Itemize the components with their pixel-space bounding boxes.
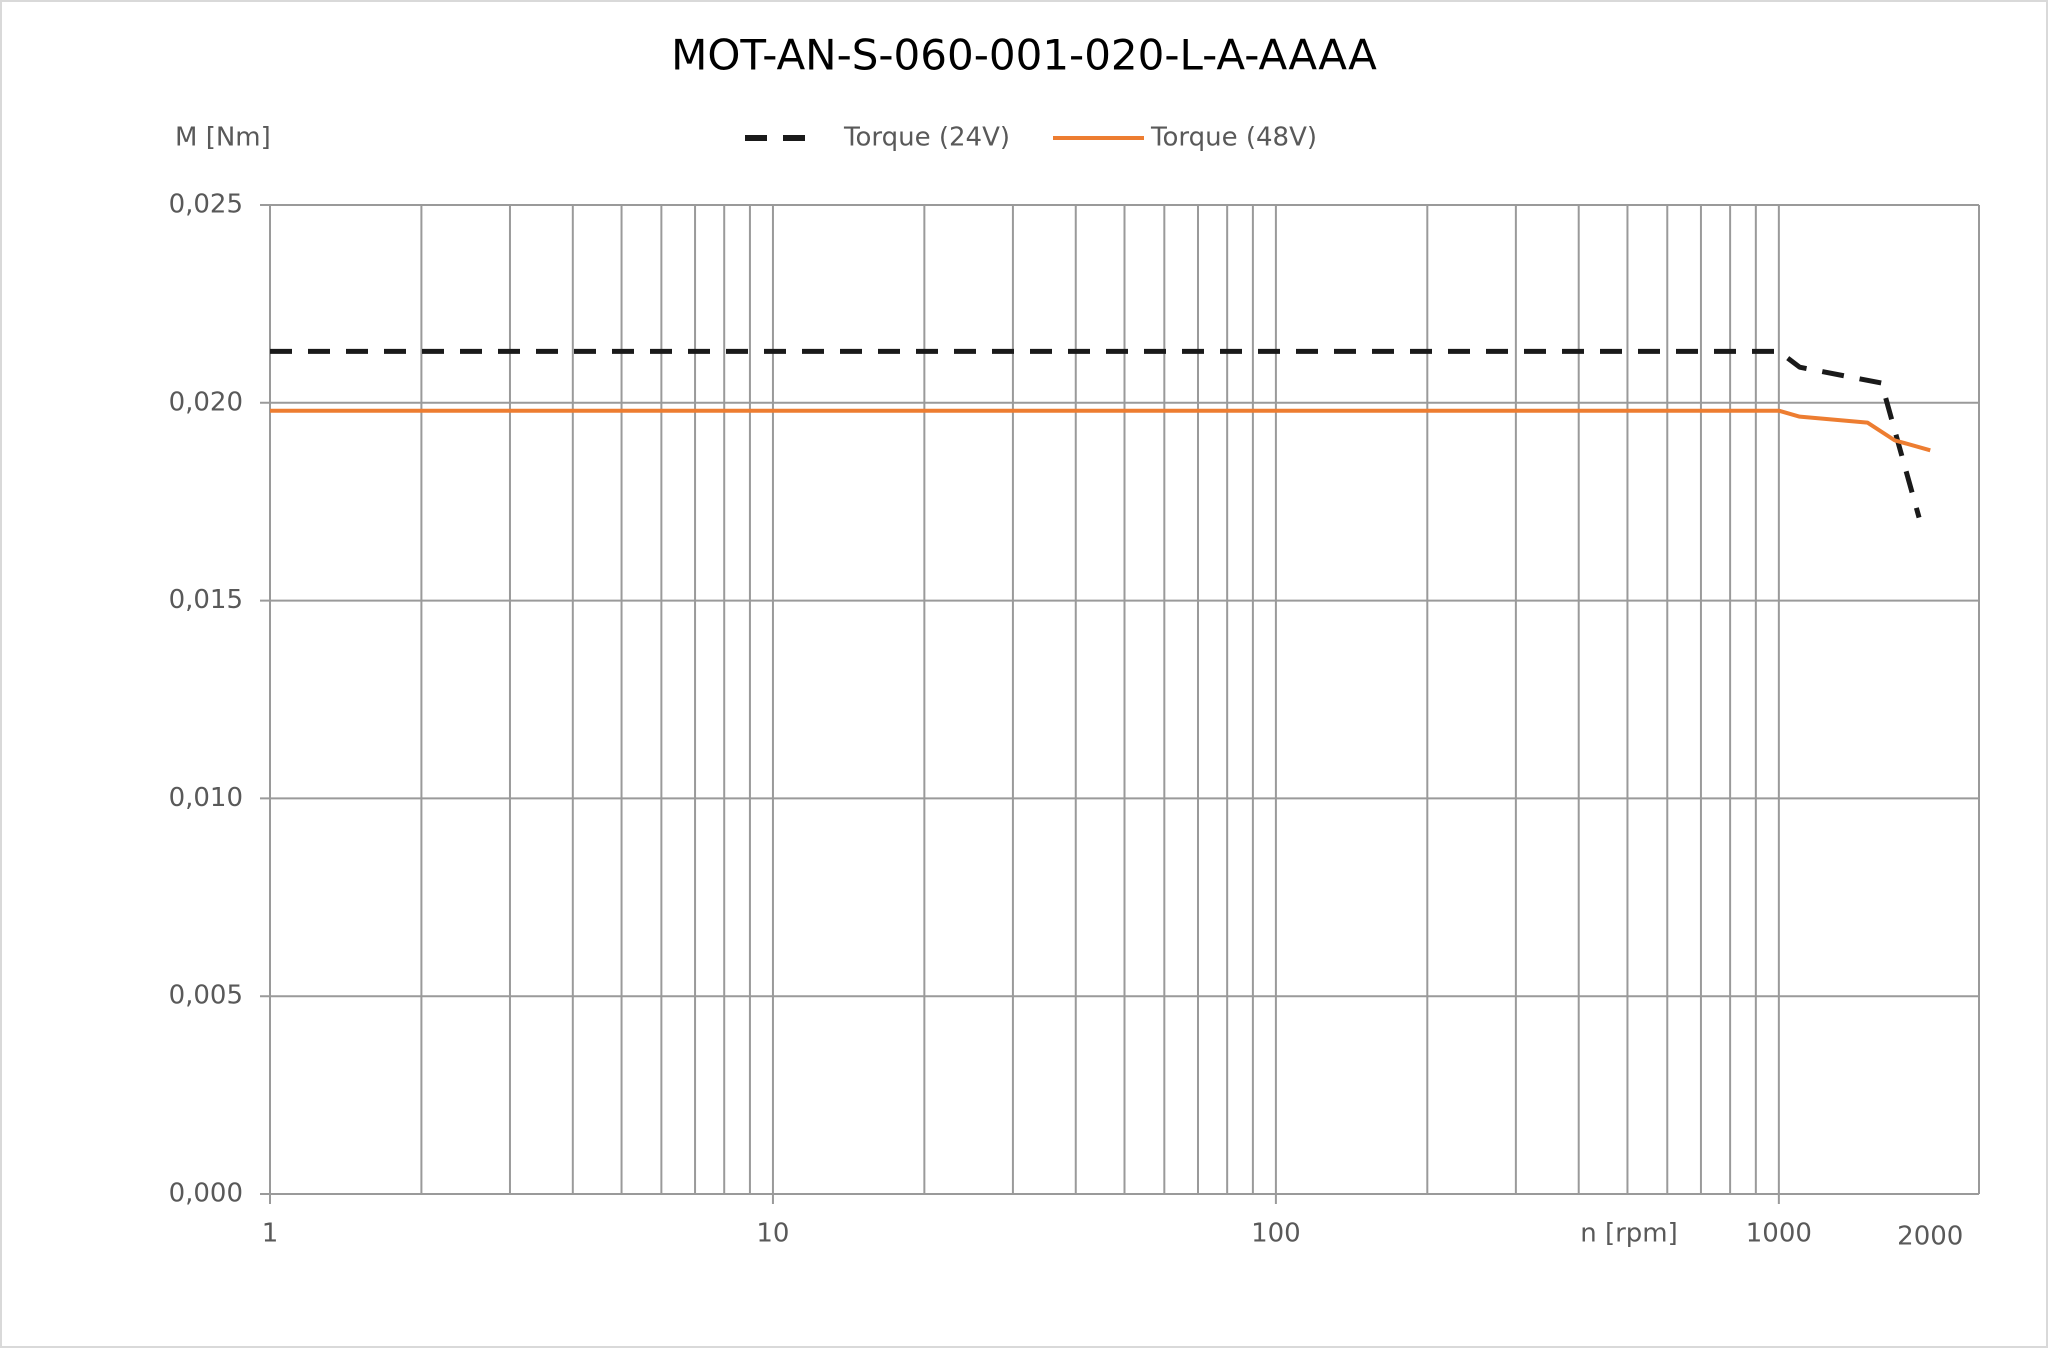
x-tick-label: 2000 [1897, 1222, 1963, 1252]
x-tick-label: 10 [756, 1219, 789, 1249]
y-tick-label: 0,000 [169, 1179, 243, 1209]
x-axis-label: n [rpm] [1580, 1219, 1678, 1249]
x-tick-label: 1000 [1746, 1219, 1812, 1249]
y-tick-label: 0,025 [169, 190, 243, 220]
x-tick-label: 100 [1251, 1219, 1301, 1249]
series-line [270, 348, 1922, 519]
y-tick-label: 0,020 [169, 387, 243, 417]
y-axis-label: M [Nm] [175, 123, 271, 153]
x-tick-label: 1 [262, 1219, 279, 1249]
legend-label: Torque (24V) [843, 123, 1010, 153]
chart-title: MOT-AN-S-060-001-020-L-A-AAAA [671, 31, 1377, 80]
y-tick-label: 0,005 [169, 981, 243, 1011]
series-line [270, 408, 1931, 453]
y-tick-label: 0,015 [169, 585, 243, 615]
legend-label: Torque (48V) [1150, 123, 1317, 153]
y-tick-label: 0,010 [169, 783, 243, 813]
